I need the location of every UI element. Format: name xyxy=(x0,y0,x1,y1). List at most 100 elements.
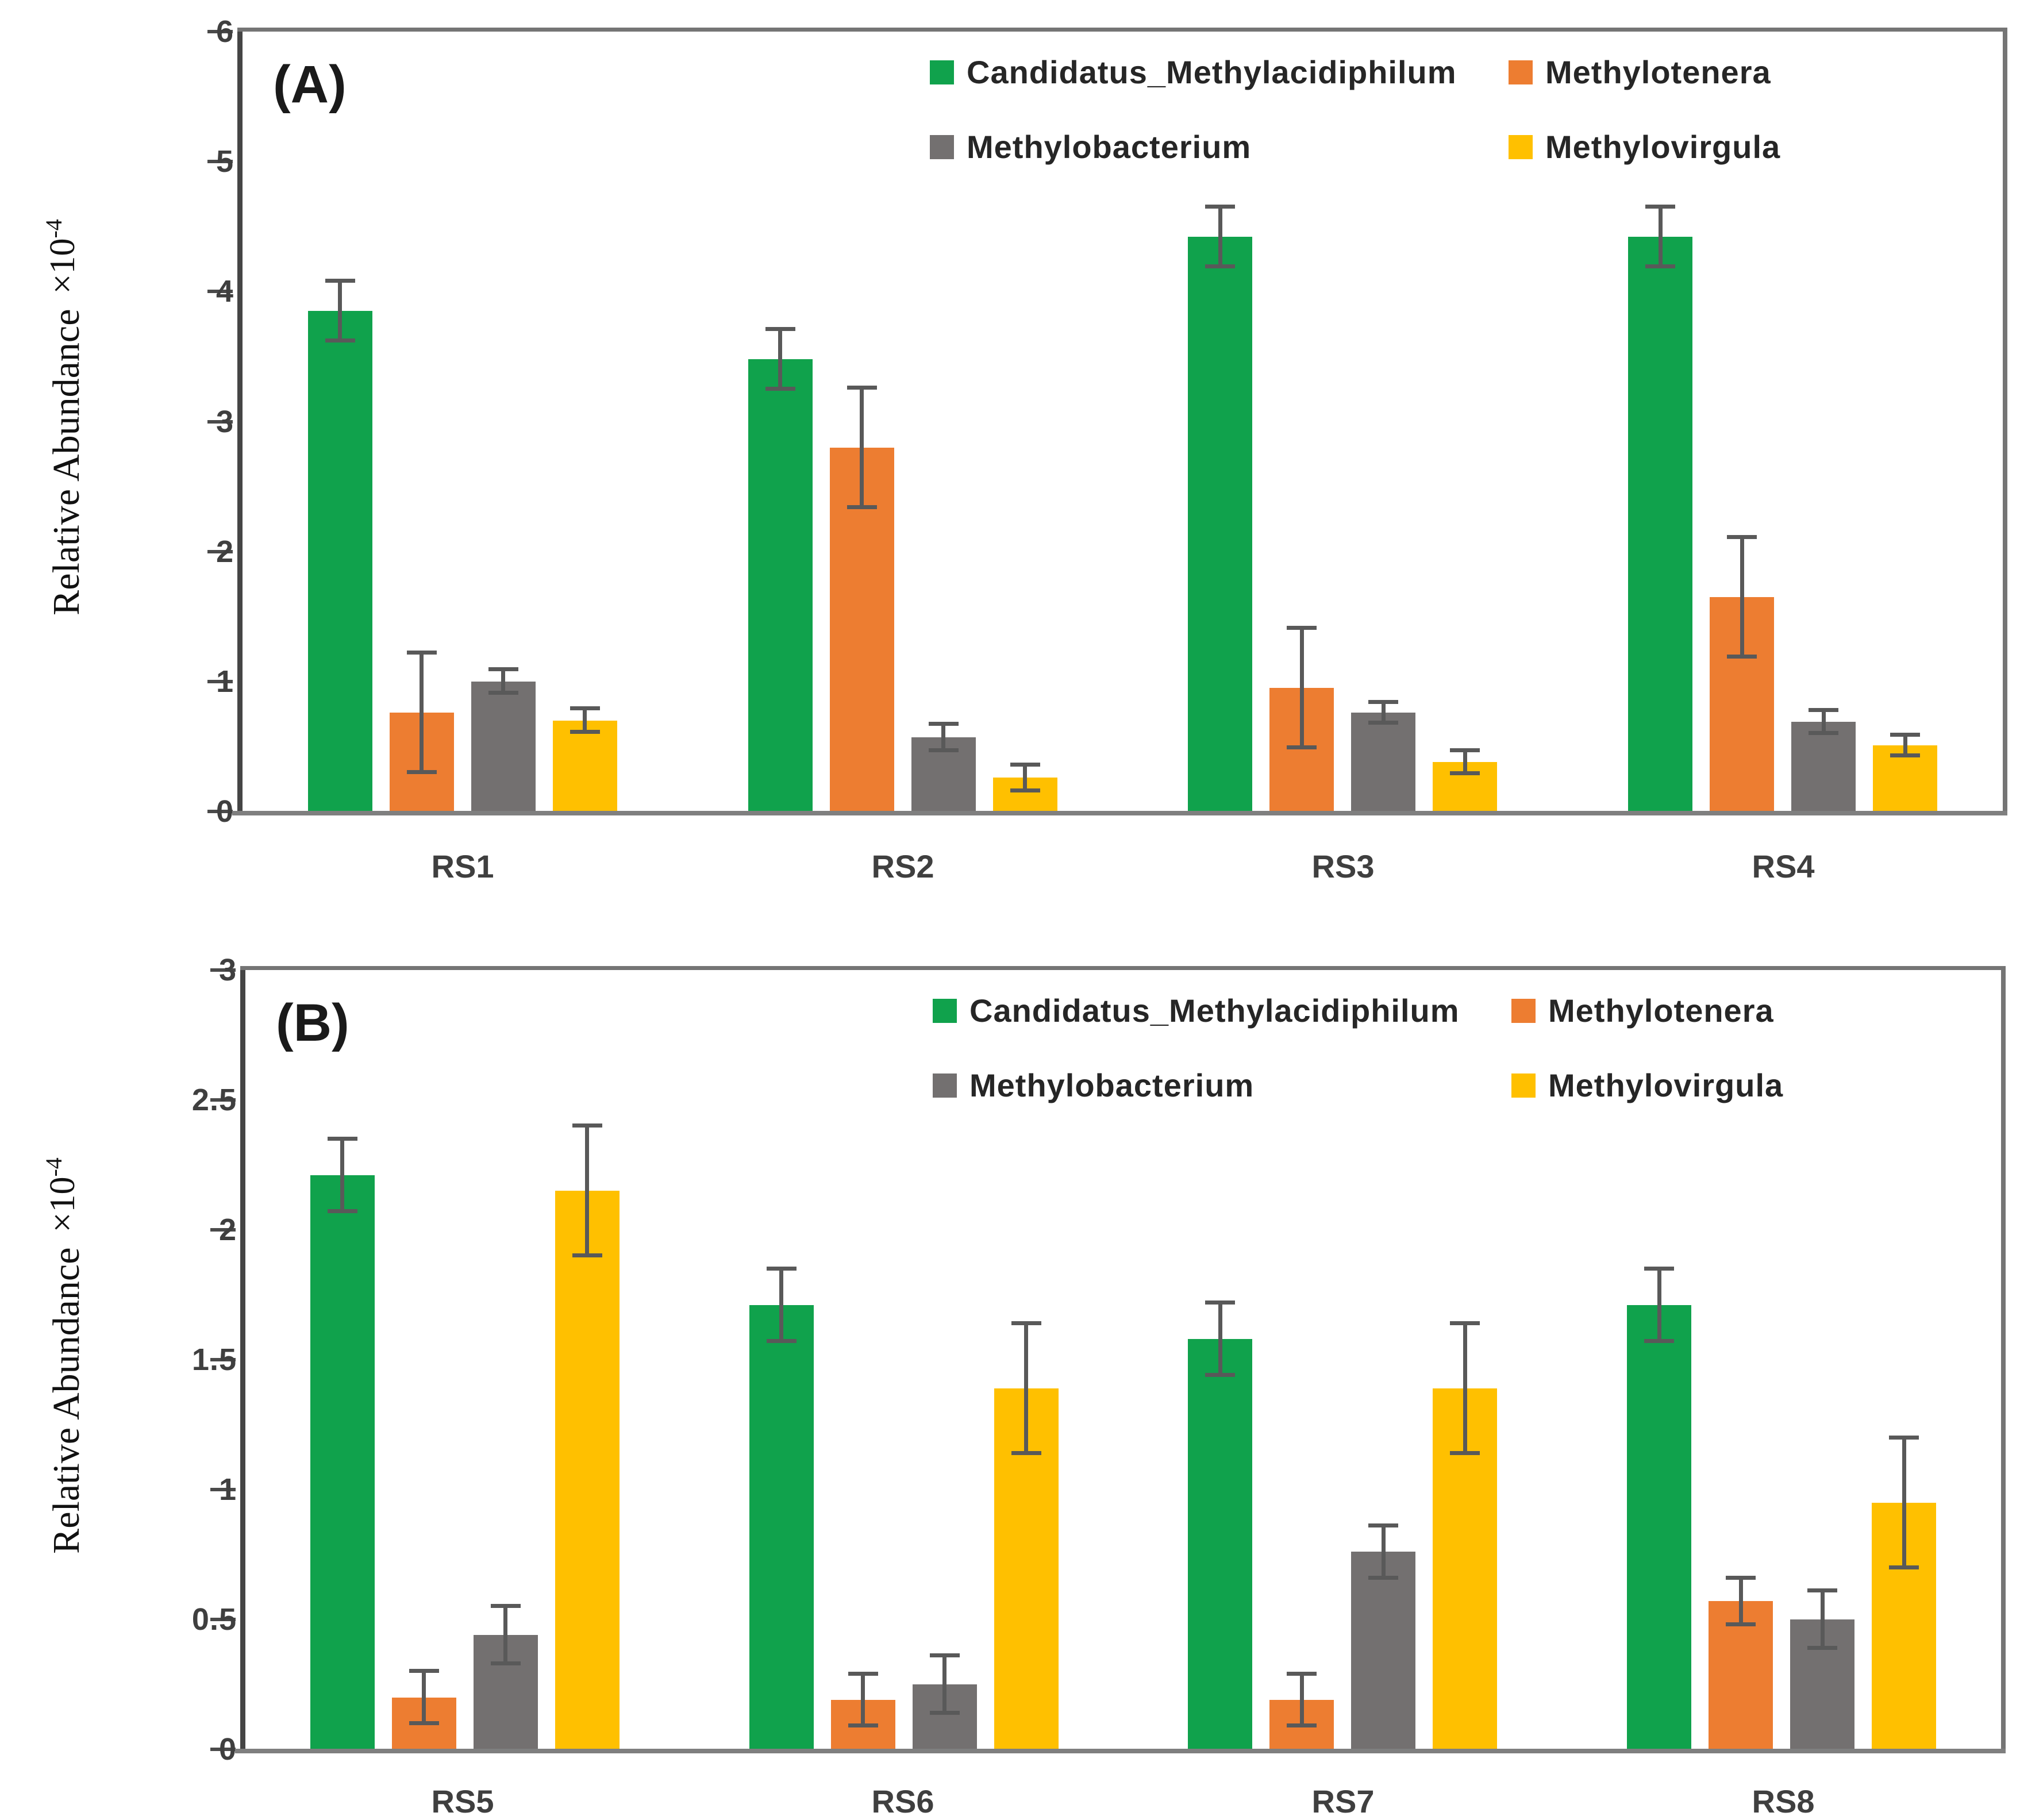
legend-swatch xyxy=(930,134,954,159)
y-tick-mark xyxy=(207,160,233,164)
error-bar-cap-bottom xyxy=(1807,1645,1838,1650)
error-bar-cap-bottom xyxy=(1368,721,1399,725)
plot-area-b: (B) Candidatus_Methylacidiphilum Methylot… xyxy=(192,953,2006,1767)
error-bar-cap-top xyxy=(1450,748,1480,752)
error-bar xyxy=(1658,207,1663,267)
barwrap xyxy=(1351,32,1416,811)
barwrap xyxy=(1188,32,1253,811)
error-bar-cap-bottom xyxy=(929,1710,960,1715)
legend-label: Methylotenera xyxy=(1548,992,1774,1029)
y-tick-label: 1.5 xyxy=(191,1342,237,1377)
bar-group-rs2 xyxy=(683,32,1123,811)
error-bar-cap-top xyxy=(1205,1300,1236,1305)
y-tick-mark xyxy=(207,420,233,424)
bar-candidatus_methylacidiphilum-rs2 xyxy=(748,359,813,811)
y-axis-label-multiplier: ×10-4 xyxy=(41,219,82,294)
error-bar-cap-top xyxy=(1890,732,1921,737)
error-bar-cap-top xyxy=(1809,707,1839,712)
barwrap xyxy=(829,32,894,811)
y-tick-mark xyxy=(210,1098,236,1102)
legend-item-methylotenera: Methylotenera xyxy=(1509,53,1771,91)
panel-letter-a: (A) xyxy=(273,55,347,114)
barwrap xyxy=(1791,32,1856,811)
barwrap xyxy=(471,32,536,811)
legend-label: Methylovirgula xyxy=(1545,129,1781,165)
error-bar xyxy=(501,669,506,694)
barwrap xyxy=(830,970,895,1749)
error-bar-cap-top xyxy=(1010,762,1040,767)
error-bar-cap-top xyxy=(929,1653,960,1658)
error-bar-cap-bottom xyxy=(765,386,795,391)
category-label-rs3: RS3 xyxy=(1311,848,1375,884)
y-tick-label: 0 xyxy=(216,794,234,829)
error-bar xyxy=(340,1138,345,1212)
error-bar-cap-top xyxy=(1011,1321,1041,1325)
y-tick-label: 2 xyxy=(216,534,234,569)
legend-item-candidatus_methylacidiphilum: Candidatus_Methylacidiphilum xyxy=(930,53,1457,91)
legend-swatch xyxy=(933,1073,957,1098)
y-axis-label: Relative Abundance ×10-4 xyxy=(40,219,89,615)
barwrap xyxy=(994,970,1059,1749)
error-bar-cap-top xyxy=(766,1266,797,1271)
error-bar-cap-bottom xyxy=(409,1721,439,1725)
y-axis-label-multiplier: ×10-4 xyxy=(41,1157,82,1233)
bar-groups xyxy=(245,970,2001,1749)
y-axis-label-text: Relative Abundance xyxy=(45,1247,87,1554)
error-bar-cap-bottom xyxy=(572,1253,602,1258)
error-bar-cap-top xyxy=(327,1136,357,1141)
error-bar xyxy=(503,1606,508,1664)
error-bar-cap-top xyxy=(1889,1435,1919,1440)
bar-groups xyxy=(243,32,2003,811)
error-bar-cap-bottom xyxy=(1205,1373,1236,1377)
legend-item-methylotenera: Methylotenera xyxy=(1511,992,1774,1029)
y-tick-mark xyxy=(210,968,236,972)
error-bar-cap-bottom xyxy=(488,691,518,695)
bar-group-rs8 xyxy=(1562,970,2001,1749)
error-bar-cap-top xyxy=(572,1123,602,1128)
error-bar xyxy=(1218,1302,1222,1376)
error-bar-cap-top xyxy=(1450,1321,1480,1325)
error-bar-cap-bottom xyxy=(490,1661,521,1665)
legend-label: Candidatus_Methylacidiphilum xyxy=(967,54,1457,90)
error-bar-cap-top xyxy=(928,722,959,726)
y-tick-mark xyxy=(210,1228,236,1232)
error-bar xyxy=(1902,1437,1906,1568)
barwrap xyxy=(555,970,620,1749)
error-bar xyxy=(1299,628,1304,748)
bar-methylobacterium-rs1 xyxy=(471,681,536,811)
error-bar xyxy=(338,281,343,341)
error-bar-cap-bottom xyxy=(327,1209,357,1214)
y-tick-label: 1 xyxy=(216,664,234,699)
bar-candidatus_methylacidiphilum-rs7 xyxy=(1188,1338,1253,1749)
category-label-rs4: RS4 xyxy=(1752,848,1815,884)
legend-label: Methylobacterium xyxy=(967,129,1252,165)
error-bar-cap-top xyxy=(848,1671,878,1676)
y-tick-label: 0.5 xyxy=(191,1602,237,1637)
error-bar-cap-top xyxy=(488,667,518,672)
y-axis-label: Relative Abundance ×10-4 xyxy=(40,1157,89,1554)
y-tick-mark xyxy=(210,1618,236,1621)
barwrap xyxy=(307,32,372,811)
error-bar-cap-bottom xyxy=(766,1339,797,1344)
bar-candidatus_methylacidiphilum-rs8 xyxy=(1627,1305,1692,1749)
y-tick-mark xyxy=(207,679,233,683)
error-bar-cap-top xyxy=(1645,205,1676,209)
error-bar xyxy=(1657,1268,1661,1342)
error-bar-cap-top xyxy=(1727,534,1757,539)
legend-swatch xyxy=(930,60,954,84)
y-axis-line xyxy=(237,32,243,811)
error-bar-cap-bottom xyxy=(1809,731,1839,736)
legend-item-candidatus_methylacidiphilum: Candidatus_Methylacidiphilum xyxy=(933,992,1460,1029)
bar-methylobacterium-rs3 xyxy=(1351,713,1416,811)
error-bar-cap-top xyxy=(1205,205,1236,209)
bar-methylobacterium-rs4 xyxy=(1791,721,1856,811)
y-axis-label-exponent: -4 xyxy=(41,1157,67,1177)
error-bar-cap-top xyxy=(1368,700,1399,705)
y-tick-mark xyxy=(207,549,233,553)
barwrap xyxy=(552,32,617,811)
bar-methylovirgula-rs5 xyxy=(555,1191,620,1749)
barwrap xyxy=(911,32,976,811)
barwrap xyxy=(1627,970,1692,1749)
panel-b: Relative Abundance ×10-4 (B) Candidatus_M… xyxy=(0,942,2020,1820)
error-bar-cap-top xyxy=(1287,626,1317,630)
